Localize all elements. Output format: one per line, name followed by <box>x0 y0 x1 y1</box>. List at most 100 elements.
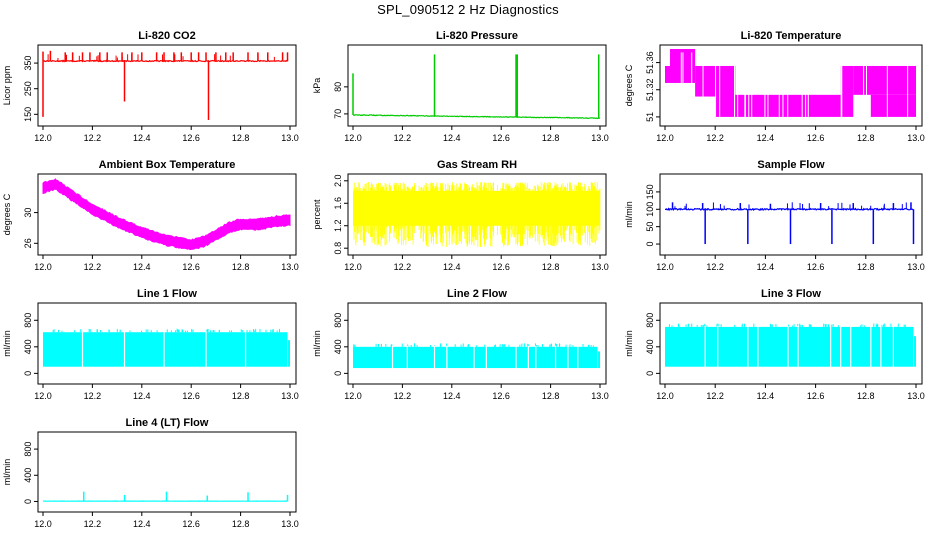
x-tick-label: 12.6 <box>182 262 200 272</box>
band-mark <box>715 65 736 117</box>
plot-frame <box>37 173 297 256</box>
panel-line1-flow: Line 1 Flow ml/min 0 400 800 12.0 12.2 12.4 12.6… <box>2 288 299 401</box>
x-tick-label: 12.6 <box>492 262 510 272</box>
y-tick-label: 0.8 <box>333 242 343 255</box>
panel-title: Ambient Box Temperature <box>99 159 236 171</box>
data-series <box>42 178 291 251</box>
y-tick-label: 0 <box>645 371 655 376</box>
y-tick-label: 51.32 <box>645 78 655 101</box>
panel-gas-stream-rh: Gas Stream RH percent 0.8 1.2 1.6 2.0 12.0 12.2… <box>312 159 609 272</box>
x-tick-label: 12.4 <box>443 262 461 272</box>
x-tick-label: 12.4 <box>133 262 151 272</box>
series-band <box>42 178 291 251</box>
band-mark <box>695 65 716 97</box>
y-tick-label: 0 <box>23 371 33 376</box>
x-tick-label: 12.0 <box>656 133 674 143</box>
x-tick-label: 12.8 <box>232 519 250 529</box>
panel-line4-lt-flow: Line 4 (LT) Flow ml/min 0 400 800 12.0 12.2 12.… <box>2 417 299 529</box>
data-series <box>352 54 601 120</box>
y-tick-label: 250 <box>23 81 33 96</box>
x-tick-label: 12.8 <box>857 262 875 272</box>
plot-frame <box>347 302 607 385</box>
y-tick-label: 100 <box>645 202 655 217</box>
y-tick-label: 800 <box>333 313 343 328</box>
y-axis-label: degrees C <box>2 193 12 235</box>
x-tick-label: 12.6 <box>492 133 510 143</box>
x-tick-label: 12.8 <box>232 391 250 401</box>
band-mark <box>735 94 786 117</box>
y-tick-label: 30 <box>23 208 33 218</box>
data-series <box>353 343 601 370</box>
y-tick-label: 50 <box>645 222 655 232</box>
x-tick-label: 12.6 <box>807 391 825 401</box>
figure-title: SPL_090512 2 Hz Diagnostics <box>377 2 559 17</box>
data-series <box>665 202 915 245</box>
band-mark <box>665 65 671 83</box>
y-axis-label: ml/min <box>624 330 634 357</box>
x-tick-label: 12.4 <box>133 133 151 143</box>
x-tick-label: 12.2 <box>84 133 102 143</box>
x-tick-label: 12.2 <box>706 133 724 143</box>
y-tick-label: 0 <box>333 371 343 376</box>
x-tick-label: 12.4 <box>133 519 151 529</box>
x-tick-label: 12.6 <box>807 262 825 272</box>
series-block <box>43 332 288 367</box>
data-series <box>353 181 601 248</box>
panel-title: Line 1 Flow <box>137 288 197 300</box>
x-tick-label: 12.2 <box>84 262 102 272</box>
x-tick-label: 12.6 <box>492 391 510 401</box>
panel-line3-flow: Line 3 Flow ml/min 0 400 800 12.0 12.2 12.4 12.6… <box>624 288 925 401</box>
y-tick-label: 0 <box>645 242 655 247</box>
x-tick-label: 13.0 <box>281 133 299 143</box>
x-tick-label: 12.2 <box>394 262 412 272</box>
series-block <box>353 346 598 369</box>
y-tick-label: 800 <box>23 313 33 328</box>
data-series <box>42 50 289 120</box>
panel-sample-flow: Sample Flow ml/min 0 50 100 150 12.0 12.2 12.4 12… <box>624 159 925 272</box>
x-tick-label: 12.4 <box>443 133 461 143</box>
y-tick-label: 400 <box>645 339 655 354</box>
panel-ambient-box-temperature: Ambient Box Temperature degrees C 26 30 12.0… <box>2 159 299 272</box>
x-tick-label: 12.2 <box>394 133 412 143</box>
y-tick-label: 400 <box>23 339 33 354</box>
y-axis-label: ml/min <box>312 330 322 357</box>
y-tick-label: 150 <box>23 107 33 122</box>
y-axis-label: percent <box>312 199 322 230</box>
plot-frame <box>659 44 923 127</box>
panel-title: Li-820 Pressure <box>436 30 518 42</box>
panel-title: Line 3 Flow <box>761 288 821 300</box>
y-tick-label: 26 <box>23 238 33 248</box>
x-tick-label: 12.8 <box>542 262 560 272</box>
x-tick-label: 13.0 <box>907 391 925 401</box>
x-tick-label: 12.4 <box>757 391 775 401</box>
x-tick-label: 12.8 <box>232 262 250 272</box>
x-tick-label: 12.2 <box>84 519 102 529</box>
panel-line2-flow: Line 2 Flow ml/min 0 400 800 12.0 12.2 12.4 12.6… <box>312 288 609 401</box>
y-tick-label: 400 <box>23 468 33 483</box>
x-tick-label: 12.8 <box>542 391 560 401</box>
x-tick-label: 12.8 <box>542 133 560 143</box>
x-tick-label: 12.4 <box>133 391 151 401</box>
y-tick-label: 1.2 <box>333 219 343 232</box>
series-line <box>42 59 288 63</box>
data-series <box>43 328 291 368</box>
x-tick-label: 13.0 <box>281 519 299 529</box>
y-tick-label: 0 <box>23 499 33 504</box>
x-tick-label: 12.0 <box>34 262 52 272</box>
data-series <box>665 323 916 368</box>
y-axis-label: ml/min <box>2 459 12 486</box>
y-tick-label: 400 <box>333 339 343 354</box>
x-tick-label: 12.2 <box>394 391 412 401</box>
x-tick-label: 12.4 <box>757 133 775 143</box>
x-tick-label: 12.8 <box>857 133 875 143</box>
panel-title: Gas Stream RH <box>437 159 517 171</box>
x-tick-label: 12.6 <box>807 133 825 143</box>
plot-frame <box>347 173 607 256</box>
x-tick-label: 13.0 <box>591 133 609 143</box>
x-tick-label: 12.6 <box>182 519 200 529</box>
plot-frame <box>659 173 923 256</box>
band-mark <box>870 94 916 117</box>
series-line <box>665 207 914 212</box>
panel-co2: Li-820 CO2 Licor ppm 150 250 350 12.0 12.2 12.4… <box>2 30 299 143</box>
x-tick-label: 12.8 <box>857 391 875 401</box>
